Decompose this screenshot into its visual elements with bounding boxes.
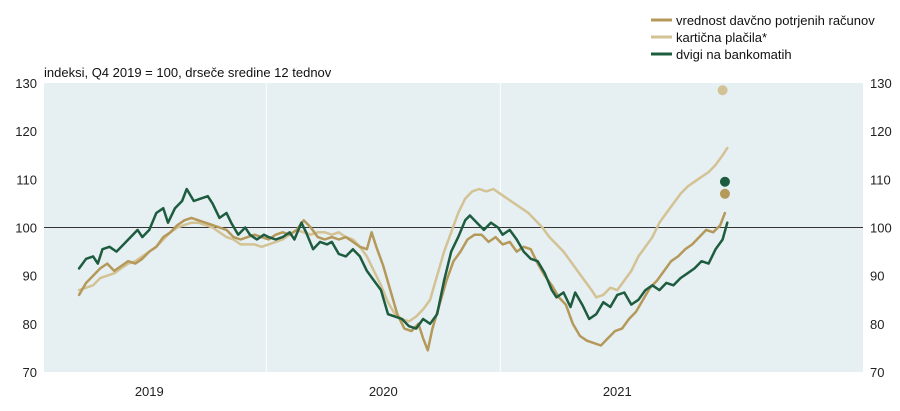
series-marker bbox=[717, 85, 728, 96]
y-axis-right: 70 80 90 100 110 120 130 bbox=[870, 76, 892, 380]
legend-label: kartična plačila* bbox=[676, 30, 767, 45]
y-tick-label-right: 90 bbox=[870, 269, 884, 284]
y-tick-label-right: 130 bbox=[870, 76, 892, 91]
x-tick-label: 2021 bbox=[603, 384, 632, 399]
y-tick-label-right: 100 bbox=[870, 221, 892, 236]
y-tick-label-right: 120 bbox=[870, 124, 892, 139]
legend: vrednost davčno potrjenih računov kartičn… bbox=[651, 13, 875, 62]
y-tick-label-left: 70 bbox=[23, 365, 37, 380]
legend-label: dvigi na bankomatih bbox=[676, 47, 792, 62]
legend-label: vrednost davčno potrjenih računov bbox=[676, 13, 875, 28]
y-tick-label-left: 120 bbox=[15, 124, 37, 139]
y-axis-left: 70 80 90 100 110 120 130 bbox=[15, 76, 37, 380]
x-tick-label: 2019 bbox=[135, 384, 164, 399]
x-axis: 2019 2020 2021 bbox=[135, 384, 632, 399]
y-tick-label-left: 130 bbox=[15, 76, 37, 91]
y-axis-title: indeksi, Q4 2019 = 100, drseče sredine 1… bbox=[44, 65, 332, 80]
y-tick-label-right: 80 bbox=[870, 317, 884, 332]
series-marker bbox=[719, 188, 730, 199]
series-line bbox=[77, 187, 729, 330]
series-marker bbox=[719, 176, 730, 187]
x-tick-label: 2020 bbox=[369, 384, 398, 399]
series-lines bbox=[77, 146, 729, 352]
series-line bbox=[77, 211, 727, 352]
series-markers bbox=[717, 85, 730, 199]
y-tick-label-left: 110 bbox=[16, 172, 37, 187]
series-line bbox=[77, 146, 729, 323]
y-tick-label-right: 110 bbox=[870, 172, 891, 187]
y-tick-label-left: 100 bbox=[15, 221, 37, 236]
y-tick-label-left: 80 bbox=[23, 317, 37, 332]
y-tick-label-right: 70 bbox=[870, 365, 884, 380]
y-tick-label-left: 90 bbox=[23, 269, 37, 284]
